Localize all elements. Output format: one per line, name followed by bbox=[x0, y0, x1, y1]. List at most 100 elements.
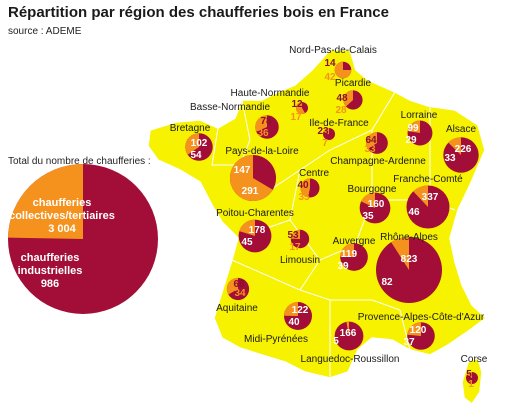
region-pie-pays-de-la-loire-industrial-slice bbox=[229, 154, 273, 202]
region-industrial-value-poitou-charentes: 45 bbox=[241, 237, 253, 248]
total-pie bbox=[8, 164, 158, 314]
region-pie-nord-pas-de-calais-industrial-slice bbox=[334, 61, 352, 79]
region-label-poitou-charentes: Poitou-Charentes bbox=[216, 208, 294, 219]
region-pie-haute-normandie-industrial-slice bbox=[296, 102, 306, 114]
region-collective-value-aquitaine: 68 bbox=[233, 279, 245, 290]
region-label-provence-alpes-c-te-d-azur: Provence-Alpes-Côte-d'Azur bbox=[358, 312, 485, 323]
region-industrial-value-haute-normandie: 17 bbox=[290, 112, 302, 123]
region-pie-bourgogne-industrial-slice bbox=[361, 192, 375, 208]
region-pie-aquitaine-industrial-slice bbox=[226, 277, 238, 295]
region-collective-value-auvergne: 119 bbox=[341, 249, 358, 260]
region-industrial-value-bourgogne: 35 bbox=[362, 211, 374, 222]
region-pie-limousin bbox=[290, 229, 310, 249]
page-title: Répartition par région des chaufferies b… bbox=[8, 4, 389, 21]
region-pie-limousin-industrial-slice bbox=[290, 229, 300, 239]
region-pie-picardie bbox=[343, 90, 363, 110]
region-pie-auvergne bbox=[340, 243, 368, 271]
total-pie-chart bbox=[8, 164, 158, 314]
region-pie-franche-comt--industrial-slice bbox=[413, 185, 428, 207]
region-pie-basse-normandie-industrial-slice bbox=[255, 115, 267, 132]
region-industrial-value-aquitaine: 34 bbox=[234, 288, 246, 299]
region-collective-value-champagne-ardenne: 64 bbox=[365, 135, 377, 146]
region-label-midi-pyr-n-es: Midi-Pyrénées bbox=[244, 334, 308, 345]
region-pie-franche-comt- bbox=[406, 185, 450, 229]
region-label-aquitaine: Aquitaine bbox=[216, 303, 258, 314]
region-collective-value-ile-de-france: 23 bbox=[317, 126, 329, 137]
region-label-basse-normandie: Basse-Normandie bbox=[190, 102, 270, 113]
region-industrial-value-picardie: 28 bbox=[335, 105, 347, 116]
region-industrial-value-bretagne: 54 bbox=[190, 150, 202, 161]
region-label-bretagne: Bretagne bbox=[170, 123, 211, 134]
region-collective-value-franche-comt-: 337 bbox=[422, 192, 439, 203]
region-pie-nord-pas-de-calais bbox=[334, 61, 352, 79]
region-label-auvergne: Auvergne bbox=[333, 236, 376, 247]
region-pie-provence-alpes-c-te-d-azur-industrial-slice bbox=[407, 322, 421, 336]
region-collective-value-basse-normandie: 78 bbox=[260, 116, 272, 127]
region-pie-poitou-charentes-industrial-slice bbox=[239, 219, 255, 236]
region-industrial-value-centre: 35 bbox=[298, 192, 310, 203]
source-note: source : ADEME bbox=[8, 26, 82, 37]
region-label-pays-de-la-loire: Pays-de-la-Loire bbox=[225, 146, 299, 157]
region-pie-centre bbox=[300, 178, 320, 198]
region-label-franche-comt-: Franche-Comté bbox=[393, 174, 463, 185]
total-label: Total du nombre de chaufferies : bbox=[8, 156, 151, 167]
region-industrial-value-franche-comt-: 46 bbox=[408, 207, 420, 218]
region-collective-value-picardie: 48 bbox=[336, 93, 348, 104]
total-industrielles-label-2: industrielles bbox=[18, 265, 83, 277]
region-industrial-value-languedoc-roussillon: 5 bbox=[333, 336, 339, 347]
total-pie-industrial-slice bbox=[8, 164, 83, 239]
total-industrielles-value: 986 bbox=[41, 278, 59, 290]
region-pie-languedoc-roussillon bbox=[334, 321, 364, 351]
region-industrial-value-alsace: 33 bbox=[444, 153, 456, 164]
region-collective-value-provence-alpes-c-te-d-azur: 120 bbox=[410, 325, 427, 336]
region-collective-value-haute-normandie: 12 bbox=[291, 99, 303, 110]
region-pie-midi-pyr-n-es-industrial-slice bbox=[284, 301, 298, 316]
region-industrial-value-lorraine: 29 bbox=[405, 135, 417, 146]
region-label-corse: Corse bbox=[461, 354, 488, 365]
region-pie-centre-industrial-slice bbox=[300, 178, 310, 198]
region-collective-value-corse: 5 bbox=[466, 369, 472, 380]
region-collective-value-rh-ne-alpes: 823 bbox=[401, 254, 418, 265]
region-pie-pays-de-la-loire bbox=[229, 154, 277, 202]
total-collectives-value: 3 004 bbox=[48, 223, 76, 235]
region-label-lorraine: Lorraine bbox=[401, 110, 438, 121]
region-collective-value-limousin: 53 bbox=[287, 230, 299, 241]
region-collective-value-bretagne: 102 bbox=[191, 138, 208, 149]
region-pie-corse-industrial-slice bbox=[466, 372, 472, 378]
region-pie-auvergne-industrial-slice bbox=[340, 243, 354, 257]
total-collectives-label-1: chaufferies bbox=[33, 197, 92, 209]
region-pie-provence-alpes-c-te-d-azur bbox=[407, 322, 435, 350]
region-label-haute-normandie: Haute-Normandie bbox=[231, 88, 310, 99]
region-label-nord-pas-de-calais: Nord-Pas-de-Calais bbox=[289, 45, 377, 56]
region-pie-basse-normandie bbox=[255, 115, 279, 139]
region-collective-value-nord-pas-de-calais: 14 bbox=[324, 58, 336, 69]
region-label-picardie: Picardie bbox=[335, 78, 372, 89]
region-collective-value-centre: 40 bbox=[297, 180, 309, 191]
region-pie-ile-de-france bbox=[322, 127, 336, 141]
region-pie-haute-normandie bbox=[296, 102, 308, 114]
region-collective-value-pays-de-la-loire: 147 bbox=[234, 165, 251, 176]
region-label-bourgogne: Bourgogne bbox=[348, 184, 397, 195]
region-industrial-value-limousin: 17 bbox=[289, 242, 301, 253]
region-industrial-value-ile-de-france: 7 bbox=[322, 138, 328, 149]
region-collective-value-midi-pyr-n-es: 122 bbox=[292, 305, 309, 316]
region-label-ile-de-france: Ile-de-France bbox=[309, 118, 369, 129]
region-collective-value-lorraine: 99 bbox=[407, 123, 419, 134]
region-collective-value-languedoc-roussillon: 166 bbox=[340, 328, 357, 339]
region-collective-value-poitou-charentes: 178 bbox=[249, 225, 266, 236]
region-industrial-value-pays-de-la-loire: 291 bbox=[242, 186, 259, 197]
region-pie-bourgogne bbox=[359, 192, 391, 224]
region-pie-champagne-ardenne-industrial-slice bbox=[366, 132, 377, 149]
region-pie-alsace-industrial-slice bbox=[448, 137, 461, 155]
region-industrial-value-auvergne: 39 bbox=[337, 261, 349, 272]
region-pie-picardie-industrial-slice bbox=[343, 90, 353, 107]
region-industrial-value-basse-normandie: 36 bbox=[257, 128, 269, 139]
region-industrial-value-corse: 1 bbox=[468, 379, 474, 390]
region-pie-corse bbox=[466, 372, 478, 384]
region-industrial-value-rh-ne-alpes: 82 bbox=[381, 277, 393, 288]
region-industrial-value-provence-alpes-c-te-d-azur: 37 bbox=[403, 337, 415, 348]
region-label-champagne-ardenne: Champagne-Ardenne bbox=[330, 156, 426, 167]
region-industrial-value-nord-pas-de-calais: 42 bbox=[324, 72, 336, 83]
region-pie-languedoc-roussillon-industrial-slice bbox=[346, 321, 349, 336]
region-collective-value-bourgogne: 160 bbox=[368, 199, 385, 210]
